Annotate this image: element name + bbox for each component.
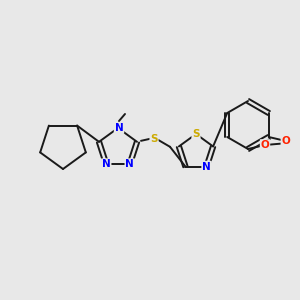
Text: O: O [281, 136, 290, 146]
Text: N: N [102, 159, 111, 169]
Text: O: O [261, 140, 269, 150]
Text: N: N [115, 123, 123, 133]
Text: S: S [192, 129, 200, 139]
Text: N: N [125, 159, 134, 169]
Text: N: N [202, 162, 211, 172]
Text: S: S [150, 134, 158, 144]
